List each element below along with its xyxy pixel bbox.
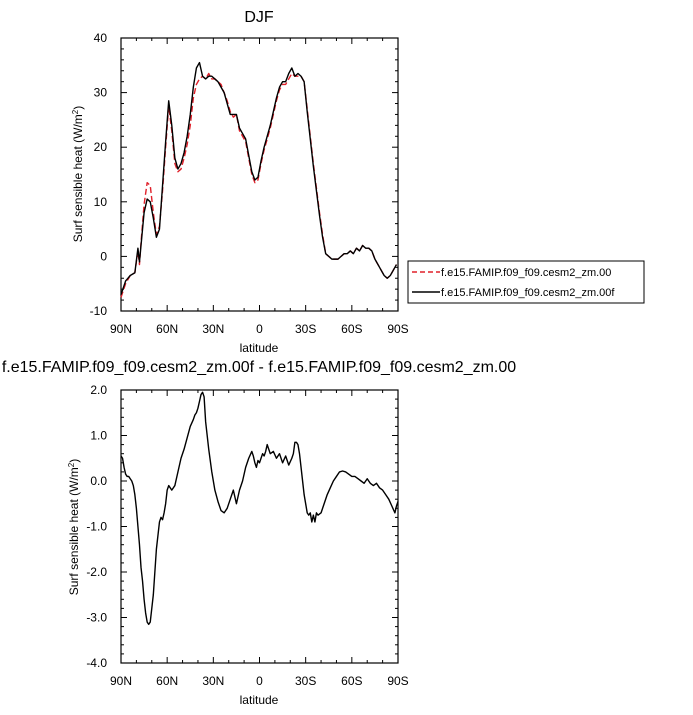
top-chart-xlabel: latitude — [240, 341, 279, 355]
top-plot-frame — [120, 37, 399, 312]
bottom-xtick-label: 90N — [110, 674, 132, 688]
bottom-xtick-label: 60N — [156, 674, 178, 688]
legend-label-series-1: f.e15.FAMIP.f09_f09.cesm2_zm.00 — [441, 267, 611, 279]
bottom-chart-panel: f.e15.FAMIP.f09_f09.cesm2_zm.00f - f.e15… — [2, 359, 516, 707]
top-xtick-label: 90N — [110, 322, 132, 336]
top-xtick-label: 60S — [341, 322, 362, 336]
top-chart-panel: DJF 90N 60N 30N 0 30S 60S 90S -10 0 10 20 30 40 lati… — [71, 9, 645, 355]
legend-box — [407, 260, 645, 304]
top-xtick-label: 60N — [156, 322, 178, 336]
bottom-ytick-label: -2.0 — [86, 565, 107, 579]
bottom-xtick-label: 30S — [295, 674, 316, 688]
bottom-chart-series — [120, 391, 399, 626]
top-xtick-label: 30N — [202, 322, 224, 336]
bottom-ytick-label: -4.0 — [86, 656, 107, 670]
bottom-xtick-label: 0 — [256, 674, 263, 688]
top-ytick-label: 20 — [94, 140, 108, 154]
bottom-ytick-label: 0.0 — [90, 474, 107, 488]
top-chart-series — [120, 61, 398, 298]
bottom-ytick-label: 1.0 — [90, 429, 107, 443]
bottom-plot-frame — [120, 389, 399, 664]
top-chart-title: DJF — [244, 9, 274, 26]
bottom-xtick-label: 60S — [341, 674, 362, 688]
bottom-chart-ylabel: Surf sensible heat (W/m2) — [67, 459, 81, 596]
top-xtick-label: 90S — [387, 322, 408, 336]
top-xtick-label: 0 — [256, 322, 263, 336]
top-chart-ticks: 90N 60N 30N 0 30S 60S 90S -10 0 10 20 30 40 — [90, 31, 409, 336]
bottom-chart-ticks: 90N 60N 30N 0 30S 60S 90S -4.0 -3.0 -2.0 -1.0 0.0 1.… — [86, 383, 408, 688]
top-chart-ylabel: Surf sensible heat (W/m2) — [71, 106, 85, 243]
bottom-series-line-1 — [120, 391, 399, 626]
legend-label-series-2: f.e15.FAMIP.f09_f09.cesm2_zm.00f — [441, 287, 615, 299]
top-xtick-label: 30S — [295, 322, 316, 336]
top-ytick-label: 10 — [94, 195, 108, 209]
bottom-ytick-label: -1.0 — [86, 520, 107, 534]
top-chart-legend: f.e15.FAMIP.f09_f09.cesm2_zm.00 f.e15.FA… — [407, 260, 645, 304]
top-ytick-label: 40 — [94, 31, 108, 45]
bottom-xtick-label: 90S — [387, 674, 408, 688]
top-ytick-label: 30 — [94, 86, 108, 100]
bottom-chart-xlabel: latitude — [240, 693, 279, 707]
bottom-ytick-label: -3.0 — [86, 611, 107, 625]
top-series-line-2 — [120, 61, 398, 295]
bottom-xtick-label: 30N — [202, 674, 224, 688]
bottom-ytick-label: 2.0 — [90, 383, 107, 397]
top-ytick-label: 0 — [100, 249, 107, 263]
top-ytick-label: -10 — [90, 304, 108, 318]
bottom-chart-title: f.e15.FAMIP.f09_f09.cesm2_zm.00f - f.e15… — [2, 359, 516, 376]
